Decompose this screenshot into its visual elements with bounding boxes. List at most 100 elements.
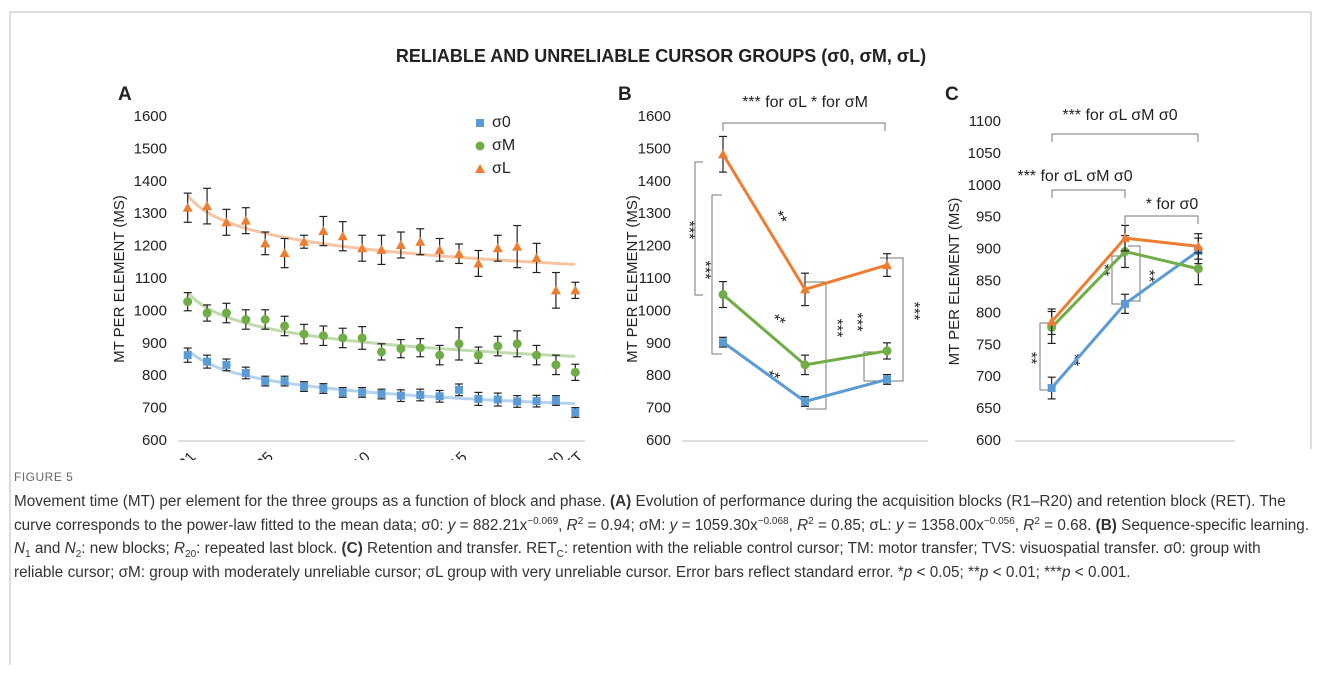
y-tick-label: 1100	[639, 270, 671, 287]
x-tick-label: R15	[439, 449, 470, 460]
marker	[241, 315, 251, 324]
y-tick-label: 1300	[134, 205, 167, 222]
caption-run: N	[14, 540, 26, 557]
caption-run: Movement time (MT) per element for the t…	[14, 493, 611, 510]
marker	[1046, 316, 1057, 326]
marker	[1121, 299, 1129, 308]
marker	[377, 347, 386, 357]
figure: RELIABLE AND UNRELIABLE CURSOR GROUPS (σ…	[9, 11, 1312, 460]
marker	[358, 388, 367, 397]
panel-letter: A	[118, 84, 132, 105]
marker	[512, 241, 523, 251]
marker	[571, 408, 580, 417]
figure-title: RELIABLE AND UNRELIABLE CURSOR GROUPS (σ…	[396, 46, 926, 66]
caption-run: R	[797, 516, 809, 534]
marker	[241, 368, 250, 377]
significance-bracket	[694, 161, 703, 296]
caption-run: = 1059.30x	[677, 516, 758, 534]
significance-bracket	[1128, 245, 1141, 302]
marker	[550, 285, 561, 295]
y-tick-label: 1000	[638, 302, 671, 319]
significance-bracket	[1051, 189, 1126, 198]
marker	[551, 360, 561, 370]
y-axis-label: MT PER ELEMENT (MS)	[111, 195, 128, 363]
caption-run: p	[1062, 563, 1071, 581]
y-tick-label: 800	[976, 304, 1001, 321]
significance-bracket	[806, 281, 827, 410]
y-tick-label: 650	[976, 400, 1001, 417]
y-tick-label: 800	[142, 367, 167, 384]
y-tick-label: 700	[646, 400, 671, 417]
marker	[202, 308, 212, 318]
annotation: *** for σL σM σ0	[1017, 168, 1132, 185]
caption-run: = 0.68.	[1039, 516, 1096, 534]
annotation: **	[769, 208, 790, 227]
marker	[415, 343, 425, 353]
caption-run: −0.056	[983, 515, 1015, 527]
marker	[473, 350, 483, 360]
significance-bracket	[1051, 133, 1199, 142]
marker	[570, 367, 580, 377]
caption-run: y	[669, 516, 678, 534]
legend-label: σM	[492, 137, 515, 154]
caption-run: −0.068	[757, 515, 789, 527]
y-tick-label: 1300	[638, 205, 671, 222]
marker	[279, 248, 290, 258]
caption-run: = 882.21x	[455, 516, 528, 534]
marker	[493, 395, 502, 404]
marker	[280, 377, 289, 386]
caption-run: = 1358.00x	[903, 516, 984, 534]
significance-bracket	[711, 194, 722, 355]
series-line	[721, 153, 888, 292]
caption-run: R	[566, 516, 578, 534]
caption-run: Sequence-specific learning.	[1116, 516, 1310, 534]
annotation: *** for σL * for σM	[742, 94, 868, 111]
marker	[719, 338, 727, 347]
caption-run: < 0.001.	[1070, 563, 1131, 581]
marker	[882, 346, 892, 356]
annotation: ***	[696, 261, 713, 280]
marker	[222, 360, 231, 369]
caption-run: ,	[558, 516, 567, 534]
marker	[298, 236, 309, 246]
x-tick-label: R20	[791, 458, 819, 460]
x-tick-label: TM	[1187, 458, 1209, 460]
marker	[357, 333, 367, 343]
series-line	[1050, 249, 1200, 390]
caption-run: < 0.01; ***	[988, 563, 1063, 581]
marker	[395, 239, 406, 249]
caption-run: : retention with the reliable control cu…	[14, 540, 1261, 581]
significance-bracket	[1124, 215, 1199, 224]
marker	[1120, 233, 1130, 243]
caption-run: = 0.94; σM:	[583, 516, 670, 534]
marker	[203, 357, 212, 366]
x-tick-label: R20	[536, 449, 567, 460]
annotation: **	[1022, 352, 1039, 364]
annotation: ***	[848, 313, 865, 332]
x-tick-label: RET	[554, 449, 587, 460]
marker	[221, 308, 231, 318]
marker	[299, 329, 309, 339]
annotation: ***	[905, 302, 922, 321]
marker	[882, 260, 892, 270]
significance-bracket	[1111, 255, 1125, 305]
y-tick-label: 1000	[968, 177, 1001, 194]
caption-run: 2	[1034, 515, 1040, 527]
marker	[883, 375, 891, 384]
caption-run: (A)	[610, 493, 632, 510]
y-tick-label: 600	[976, 432, 1001, 449]
marker	[474, 394, 483, 403]
caption-run: Retention and transfer. RET	[362, 540, 557, 557]
figure-label: FIGURE 5	[14, 470, 74, 484]
x-tick-label: N2	[877, 458, 896, 460]
marker	[454, 248, 465, 258]
caption-run: 2	[75, 549, 82, 561]
y-tick-label: 1500	[638, 140, 671, 157]
y-tick-label: 1000	[134, 302, 167, 319]
y-tick-label: 900	[976, 241, 1001, 258]
marker	[718, 149, 728, 159]
marker	[800, 284, 810, 294]
marker	[1193, 264, 1203, 274]
significance-bracket	[880, 257, 904, 382]
